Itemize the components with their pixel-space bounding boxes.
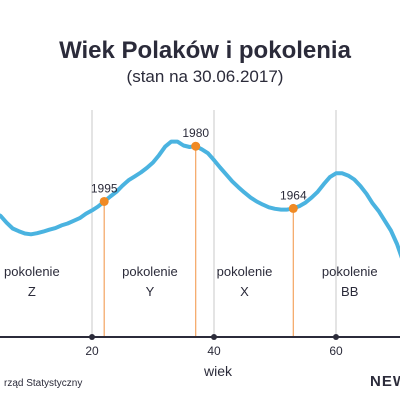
chart-subtitle: (stan na 30.06.2017) bbox=[127, 67, 284, 86]
x-tick-label-20: 20 bbox=[85, 344, 99, 358]
generation-letter-Y: Y bbox=[146, 284, 155, 299]
population-line bbox=[0, 139, 400, 259]
x-tick-dot-60 bbox=[333, 334, 339, 340]
population-series-line bbox=[0, 139, 400, 259]
generation-name-Z: pokolenie bbox=[4, 264, 60, 279]
year-label-1995: 1995 bbox=[91, 181, 118, 195]
year-marker-1995 bbox=[99, 196, 109, 206]
generation-letter-X: X bbox=[240, 284, 249, 299]
x-tick-dot-20 bbox=[89, 334, 95, 340]
generation-name-BB: pokolenie bbox=[322, 264, 378, 279]
brand-logo: NEW bbox=[370, 373, 400, 390]
chart-title: Wiek Polaków i pokolenia bbox=[59, 37, 352, 64]
generation-name-Y: pokolenie bbox=[122, 264, 178, 279]
x-tick-label-40: 40 bbox=[207, 344, 221, 358]
source-note: rząd Statystyczny bbox=[4, 378, 82, 389]
year-label-1980: 1980 bbox=[182, 126, 209, 140]
x-axis: 20 40 60 bbox=[0, 334, 400, 358]
year-marker-1964 bbox=[288, 203, 298, 213]
year-label-1964: 1964 bbox=[280, 188, 307, 202]
x-axis-title: wiek bbox=[203, 363, 233, 379]
vertical-gridlines bbox=[91, 110, 337, 337]
generation-letter-BB: BB bbox=[341, 284, 358, 299]
x-tick-label-60: 60 bbox=[329, 344, 343, 358]
generation-letter-Z: Z bbox=[28, 284, 36, 299]
generation-name-X: pokolenie bbox=[217, 264, 273, 279]
year-markers: 1995 1980 1964 bbox=[91, 126, 307, 213]
year-marker-1980 bbox=[191, 141, 201, 151]
generation-dividers bbox=[103, 146, 294, 337]
x-tick-dot-40 bbox=[211, 334, 217, 340]
